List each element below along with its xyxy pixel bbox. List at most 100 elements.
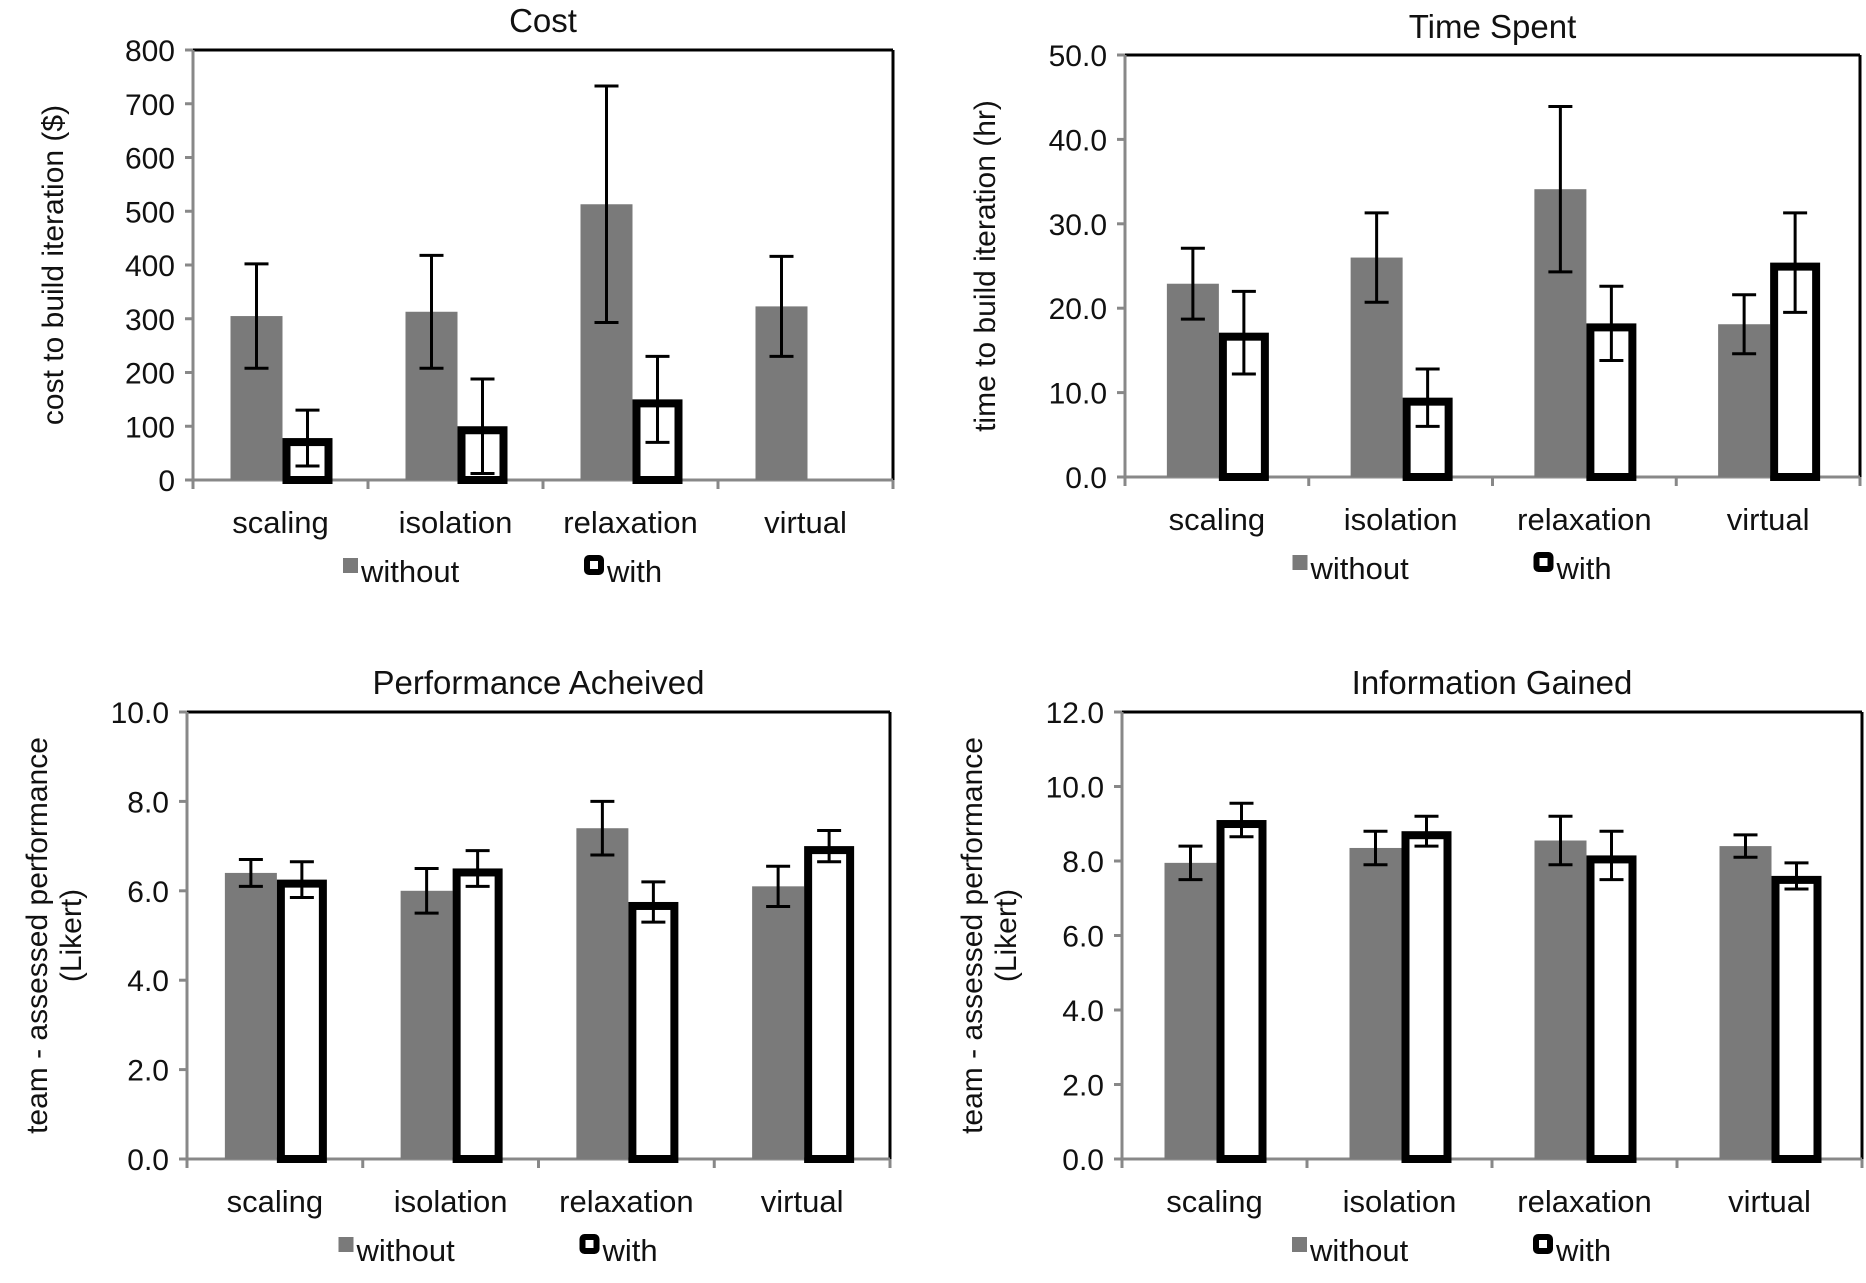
x-tick-label: scaling bbox=[1169, 502, 1266, 537]
bar-without bbox=[576, 828, 629, 1159]
x-tick-label: scaling bbox=[227, 1184, 324, 1219]
error-bar bbox=[1229, 801, 1254, 839]
error-bar bbox=[1548, 814, 1573, 867]
y-tick-label: 8.0 bbox=[127, 786, 169, 819]
error-bar bbox=[594, 84, 619, 325]
bar-with bbox=[452, 868, 503, 1163]
x-tick-label: scaling bbox=[232, 505, 329, 540]
x-tick-label: isolation bbox=[399, 505, 513, 540]
error-bar bbox=[1784, 861, 1809, 891]
error-bar bbox=[1178, 844, 1203, 882]
y-tick-label: 50.0 bbox=[1049, 40, 1107, 73]
chart-title: Performance Acheived bbox=[372, 664, 704, 701]
y-tick-label: 10.0 bbox=[1046, 772, 1104, 805]
y-axis-label-line2: (Likert) bbox=[990, 889, 1023, 982]
y-tick-label: 100 bbox=[125, 411, 175, 444]
bar-with bbox=[276, 879, 327, 1163]
x-tick-label: virtual bbox=[1727, 502, 1810, 537]
legend-label-without: without bbox=[356, 1233, 456, 1268]
chart-3: Information Gained 0.0 2.0 4.0 6.0 8.0 10.0 12.… bbox=[956, 664, 1864, 1268]
chart-2: Performance Acheived 0.0 2.0 4.0 6.0 8.0 10.0 t… bbox=[21, 664, 892, 1268]
legend-label-with: with bbox=[602, 1233, 658, 1268]
y-tick-label: 10.0 bbox=[111, 697, 169, 730]
error-bar bbox=[1231, 289, 1256, 376]
bar-without bbox=[1164, 862, 1217, 1159]
y-tick-label: 500 bbox=[125, 196, 175, 229]
y-tick-label: 12.0 bbox=[1046, 697, 1104, 730]
legend-label-without: without bbox=[1310, 551, 1410, 586]
legend-swatch-with bbox=[584, 555, 604, 575]
error-bar bbox=[1548, 104, 1573, 274]
error-bar bbox=[244, 262, 269, 370]
bar-with bbox=[1401, 831, 1452, 1163]
error-bar bbox=[766, 864, 791, 908]
y-tick-label: 10.0 bbox=[1049, 378, 1107, 411]
error-bar bbox=[470, 377, 495, 476]
error-bar bbox=[238, 858, 263, 888]
bar-with bbox=[804, 846, 855, 1163]
x-tick-label: relaxation bbox=[1517, 1184, 1651, 1219]
error-bar bbox=[419, 253, 444, 370]
chart-1: Time Spent 0.0 10.0 20.0 30.0 40.0 50.0 time to… bbox=[969, 8, 1862, 586]
legend-label-without: without bbox=[360, 554, 460, 589]
y-axis-label: time to build iteration (hr) bbox=[969, 100, 1002, 432]
y-tick-label: 200 bbox=[125, 358, 175, 391]
error-bar bbox=[1180, 246, 1205, 321]
y-tick-label: 0.0 bbox=[127, 1144, 169, 1177]
x-tick-label: isolation bbox=[1343, 1184, 1457, 1219]
error-bar bbox=[1783, 211, 1808, 314]
error-bar bbox=[295, 408, 320, 468]
x-tick-label: isolation bbox=[1344, 502, 1458, 537]
error-bar bbox=[641, 880, 666, 924]
x-tick-label: relaxation bbox=[559, 1184, 693, 1219]
legend-swatch-without bbox=[343, 558, 358, 573]
y-tick-label: 800 bbox=[125, 35, 175, 68]
bar-without bbox=[1719, 846, 1772, 1159]
y-tick-label: 0 bbox=[158, 465, 175, 498]
bar-without bbox=[1349, 847, 1402, 1159]
bar-without bbox=[224, 872, 277, 1159]
y-tick-label: 30.0 bbox=[1049, 209, 1107, 242]
y-axis-label-line2: (Likert) bbox=[55, 889, 88, 982]
y-tick-label: 2.0 bbox=[127, 1055, 169, 1088]
x-tick-label: relaxation bbox=[563, 505, 697, 540]
x-tick-label: isolation bbox=[394, 1184, 508, 1219]
error-bar bbox=[645, 354, 670, 444]
legend-label-with: with bbox=[1555, 1233, 1611, 1268]
y-tick-label: 4.0 bbox=[127, 965, 169, 998]
error-bar bbox=[1599, 829, 1624, 882]
legend-swatch-with bbox=[1533, 552, 1554, 572]
bar-with bbox=[1770, 262, 1821, 481]
error-bar bbox=[414, 866, 439, 915]
bar-with bbox=[1771, 875, 1822, 1164]
error-bar bbox=[1415, 367, 1440, 428]
error-bar bbox=[465, 849, 490, 888]
bar-with bbox=[628, 901, 679, 1163]
legend-swatch-without bbox=[1292, 1237, 1307, 1252]
chart-0: Cost 0 100 200 300 400 500 600 700 800 cost to bui… bbox=[37, 2, 895, 589]
bar-without bbox=[1534, 840, 1587, 1159]
y-tick-label: 300 bbox=[125, 304, 175, 337]
legend-swatch-without bbox=[338, 1237, 354, 1252]
legend-swatch-with bbox=[1533, 1234, 1553, 1254]
bar-with bbox=[1216, 820, 1267, 1164]
legend-label-with: with bbox=[1556, 551, 1612, 586]
error-bar bbox=[1363, 829, 1388, 867]
bar-without bbox=[752, 886, 805, 1159]
x-tick-label: virtual bbox=[764, 505, 847, 540]
y-tick-label: 4.0 bbox=[1062, 995, 1104, 1028]
y-tick-label: 2.0 bbox=[1062, 1070, 1104, 1103]
bar-without bbox=[400, 890, 453, 1159]
legend-label-with: with bbox=[606, 554, 662, 589]
x-tick-label: scaling bbox=[1166, 1184, 1263, 1219]
y-axis-label: cost to build iteration ($) bbox=[37, 105, 70, 425]
y-tick-label: 20.0 bbox=[1049, 293, 1107, 326]
error-bar bbox=[289, 860, 314, 900]
bar-with bbox=[1586, 855, 1637, 1163]
chart-title: Cost bbox=[509, 2, 577, 39]
x-tick-label: relaxation bbox=[1517, 502, 1651, 537]
chart-title: Information Gained bbox=[1352, 664, 1633, 701]
legend-swatch-without bbox=[1292, 555, 1308, 570]
y-tick-label: 700 bbox=[125, 89, 175, 122]
error-bar bbox=[1414, 814, 1439, 848]
